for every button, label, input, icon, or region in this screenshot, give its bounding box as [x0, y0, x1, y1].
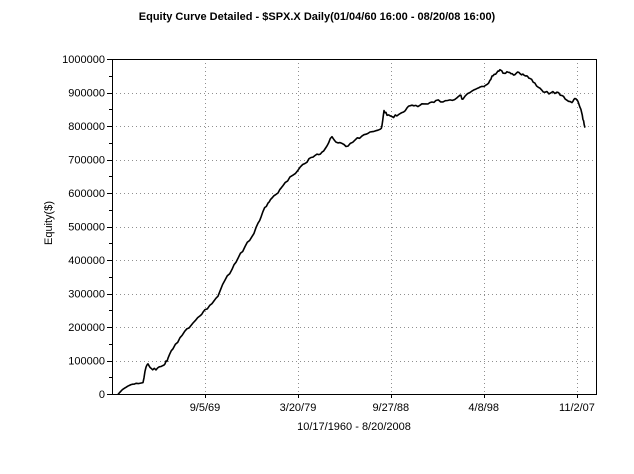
y-tick-label: 600000: [68, 188, 105, 200]
y-tick-label: 900000: [68, 87, 105, 99]
y-tick-label: 200000: [68, 322, 105, 334]
x-tick-label: 3/20/79: [280, 402, 317, 414]
x-tick-label: 11/2/07: [559, 402, 595, 414]
y-tick-label: 500000: [68, 221, 105, 233]
x-axis-range-label: 10/17/1960 - 8/20/2008: [297, 421, 411, 433]
y-tick-label: 100000: [68, 355, 105, 367]
plot-border: [112, 59, 597, 395]
x-tick-label: 4/8/98: [468, 402, 499, 414]
y-tick-label: 300000: [68, 288, 105, 300]
equity-curve-line: [117, 68, 586, 395]
y-axis-label: Equity($): [43, 201, 55, 245]
y-tick-label: 1000000: [62, 54, 105, 66]
chart-title: Equity Curve Detailed - $SPX.X Daily(01/…: [138, 11, 496, 23]
x-tick-label: 9/5/69: [190, 402, 221, 414]
y-tick-label: 800000: [68, 121, 105, 133]
y-tick-label: 0: [99, 389, 105, 401]
y-tick-label: 700000: [68, 154, 105, 166]
y-tick-label: 400000: [68, 255, 105, 267]
x-tick-label: 9/27/88: [372, 402, 409, 414]
